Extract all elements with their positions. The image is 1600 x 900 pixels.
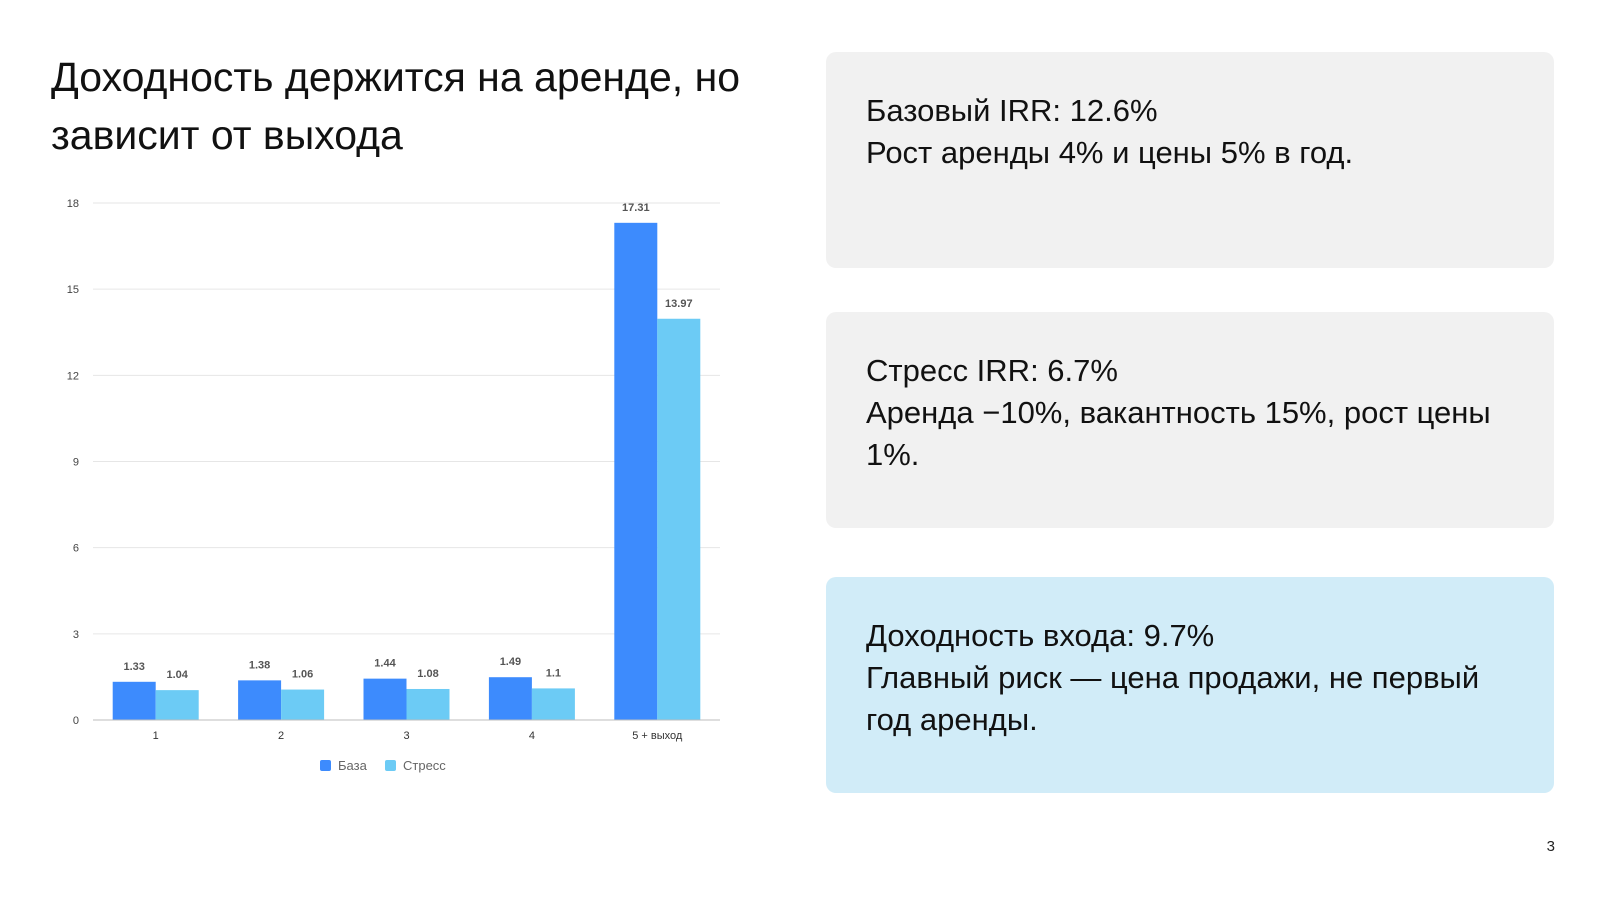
page-number: 3 <box>1546 838 1555 855</box>
y-tick-label: 15 <box>67 284 79 296</box>
base-irr-headline: Базовый IRR: 12.6% <box>866 93 1158 128</box>
bar-stress <box>657 318 701 720</box>
bar-chart-svg: 0 3 6 9 12 15 18 1.33 1.04 1 1.38 1.06 2 1.44 1.08 3 1.4… <box>67 198 720 773</box>
data-label: 1.1 <box>546 667 561 679</box>
data-label: 1.44 <box>374 658 396 670</box>
data-label: 1.33 <box>123 661 144 673</box>
legend-swatch <box>385 760 396 771</box>
data-label: 1.49 <box>500 656 521 668</box>
bar-stress <box>155 690 199 720</box>
legend-label: Стресс <box>403 758 446 773</box>
bar-base <box>363 678 407 720</box>
bar-stress <box>281 689 325 720</box>
entry-yield-headline: Доходность входа: 9.7% <box>866 618 1215 653</box>
x-tick-label: 3 <box>403 730 409 742</box>
stress-irr-card: Стресс IRR: 6.7% Аренда −10%, вакантност… <box>826 312 1554 528</box>
y-tick-label: 18 <box>67 198 79 210</box>
y-tick-label: 0 <box>73 715 79 727</box>
bar-stress <box>531 688 575 720</box>
stress-irr-detail: Аренда −10%, вакантность 15%, рост цены … <box>866 395 1491 472</box>
y-tick-label: 9 <box>73 457 79 469</box>
data-label: 13.97 <box>665 298 693 310</box>
base-irr-card: Базовый IRR: 12.6% Рост аренды 4% и цены… <box>826 52 1554 268</box>
slide-title: Доходность держится на аренде, но зависи… <box>51 54 741 158</box>
base-irr-detail: Рост аренды 4% и цены 5% в год. <box>866 135 1354 170</box>
legend-label: База <box>338 758 368 773</box>
bar-stress <box>406 688 450 720</box>
x-tick-label: 2 <box>278 730 284 742</box>
data-label: 17.31 <box>622 202 650 214</box>
x-tick-label: 1 <box>153 730 159 742</box>
y-tick-label: 3 <box>73 629 79 641</box>
entry-yield-card: Доходность входа: 9.7% Главный риск — це… <box>826 577 1554 793</box>
data-label: 1.06 <box>292 669 313 681</box>
y-tick-label: 6 <box>73 543 79 555</box>
bar-base <box>112 681 156 720</box>
data-label: 1.08 <box>417 668 438 680</box>
data-label: 1.04 <box>166 669 188 681</box>
x-tick-label: 5 + выход <box>632 730 683 742</box>
legend-swatch <box>320 760 331 771</box>
bar-base <box>488 677 532 720</box>
x-tick-label: 4 <box>529 730 535 742</box>
bar-base <box>614 222 658 720</box>
data-label: 1.38 <box>249 659 270 671</box>
stress-irr-headline: Стресс IRR: 6.7% <box>866 353 1118 388</box>
entry-yield-detail: Главный риск — цена продажи, не первый г… <box>866 660 1480 737</box>
bar-chart: 0 3 6 9 12 15 18 1.33 1.04 1 1.38 1.06 2 1.44 1.08 3 1.4… <box>50 195 730 795</box>
bar-base <box>238 680 282 720</box>
y-tick-label: 12 <box>67 370 79 382</box>
